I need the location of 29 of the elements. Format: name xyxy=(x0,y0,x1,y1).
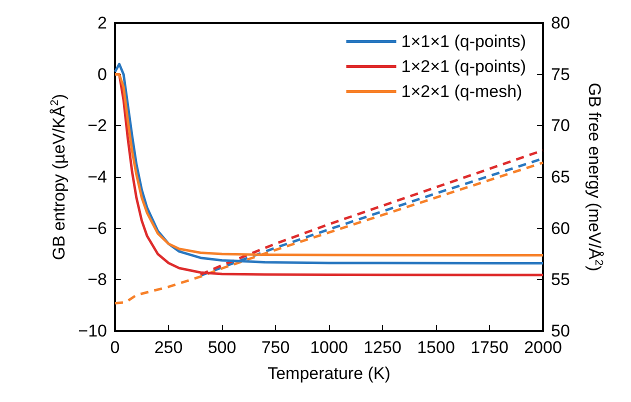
x-tick-label: 0 xyxy=(110,338,120,357)
x-tick-label: 2000 xyxy=(524,338,562,357)
legend-label: 1×2×1 (q-mesh) xyxy=(401,82,522,101)
y2-axis-title: GB free energy (meV/Å2) xyxy=(585,82,604,272)
y-tick-label: −4 xyxy=(88,168,107,186)
y2-tick-label: 80 xyxy=(551,14,570,32)
x-tick-label: 1250 xyxy=(364,338,402,357)
y2-tick-label: 60 xyxy=(551,218,570,238)
x-tick-label: 750 xyxy=(261,338,290,357)
y2-tick-label: 70 xyxy=(551,116,570,136)
x-tick-label: 1750 xyxy=(470,338,508,357)
y2-tick-label: 75 xyxy=(551,64,570,84)
x-tick-label: 1000 xyxy=(310,338,348,357)
x-tick-label: 250 xyxy=(154,338,183,357)
y-tick-label: 2 xyxy=(98,14,107,32)
x-tick-label: 1500 xyxy=(417,338,455,357)
y-axis-title: GB entropy (µeV/KÅ2) xyxy=(48,94,68,260)
y2-tick-label: 50 xyxy=(551,322,570,340)
y2-tick-label: 65 xyxy=(551,168,570,186)
y2-tick-label: 55 xyxy=(551,270,570,290)
y-tick-label: −10 xyxy=(78,322,107,340)
y-tick-label: −2 xyxy=(88,116,107,136)
y-tick-label: 0 xyxy=(98,64,107,84)
x-axis-title: Temperature (K) xyxy=(268,364,390,383)
x-tick-label: 500 xyxy=(208,338,236,357)
y-tick-label: −8 xyxy=(88,270,107,290)
legend-label: 1×1×1 (q-points) xyxy=(401,32,526,51)
legend-label: 1×2×1 (q-points) xyxy=(401,57,526,76)
y-tick-label: −6 xyxy=(88,218,107,238)
